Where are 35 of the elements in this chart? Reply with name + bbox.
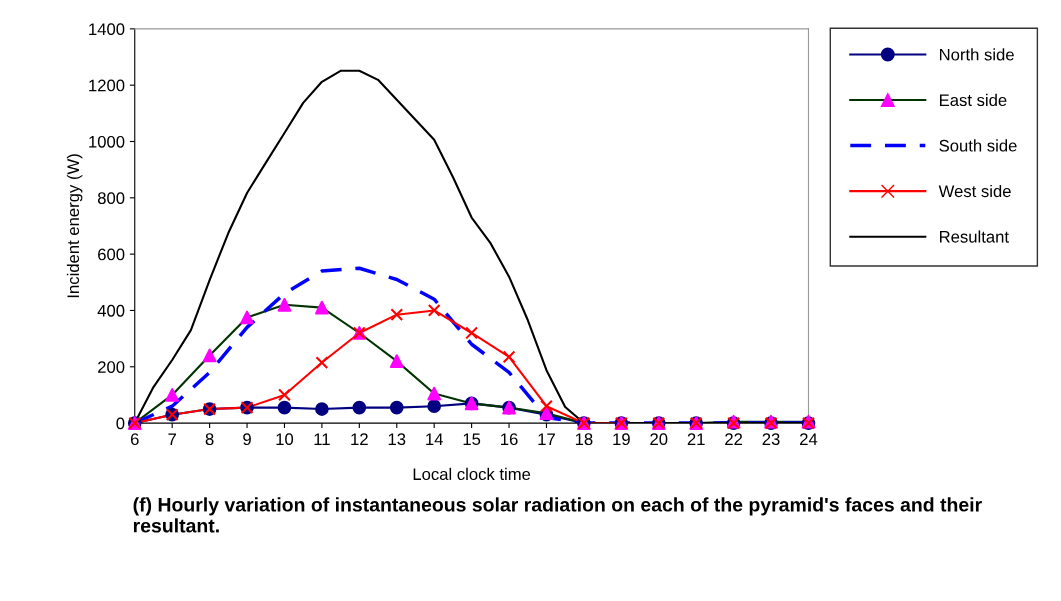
x-tick-label: 11 [314,433,330,445]
x-tick-label: 13 [388,433,406,446]
y-tick-label: 600 [98,248,125,261]
y-tick-label: 1200 [89,79,125,92]
x-tick-label: 23 [762,433,780,446]
x-tick-label: 18 [575,433,593,446]
x-tick-label: 20 [650,433,668,446]
x-tick-label: 16 [501,433,518,446]
x-tick-label: 9 [243,433,251,446]
x-tick-label: 17 [538,433,555,445]
x-tick-label: 12 [351,433,368,445]
text: (f) Hourly variation of instantaneous solar radiation on each of the pyramid's faces and their resultant. [133,497,982,533]
legend-label: East side [939,93,1007,107]
x-tick-label: 6 [130,433,139,446]
x-tick-label: 7 [168,433,176,445]
legend-label: Resultant [939,230,1009,243]
y-tick-label: 200 [98,361,125,373]
y-tick-label: 1000 [89,135,125,148]
y-tick-label: 400 [97,304,125,317]
legend-label: West side [938,184,1011,198]
legend-label: South side [939,139,1017,152]
x-axis-title: Local clock time [413,467,531,481]
y-tick-label: 0 [116,417,125,430]
x-tick-label: 19 [613,433,630,446]
x-tick-label: 22 [725,433,743,445]
x-tick-label: 15 [463,433,481,446]
x-tick-label: 10 [276,433,294,446]
y-tick-label: 1400 [89,23,125,36]
legend-label: North side [939,48,1014,61]
x-tick-label: 24 [800,433,818,445]
x-tick-label: 8 [205,433,214,446]
y-axis-title: Incident energy (W) [66,154,83,298]
y-tick-label: 800 [97,192,125,205]
x-tick-label: 21 [687,433,705,445]
x-tick-label: 14 [426,433,443,445]
